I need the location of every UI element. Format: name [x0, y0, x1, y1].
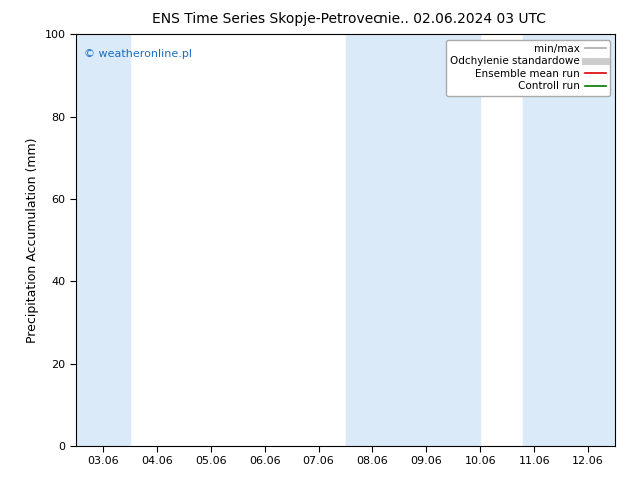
Bar: [346, 34, 481, 446]
Text: © weatheronline.pl: © weatheronline.pl: [84, 49, 192, 59]
Legend: min/max, Odchylenie standardowe, Ensemble mean run, Controll run: min/max, Odchylenie standardowe, Ensembl…: [446, 40, 610, 96]
Text: ENS Time Series Skopje-Petrovec: ENS Time Series Skopje-Petrovec: [152, 12, 381, 26]
Text: nie.. 02.06.2024 03 UTC: nie.. 02.06.2024 03 UTC: [379, 12, 547, 26]
Y-axis label: Precipitation Accumulation (mm): Precipitation Accumulation (mm): [26, 137, 39, 343]
Bar: [76, 34, 130, 446]
Bar: [523, 34, 615, 446]
